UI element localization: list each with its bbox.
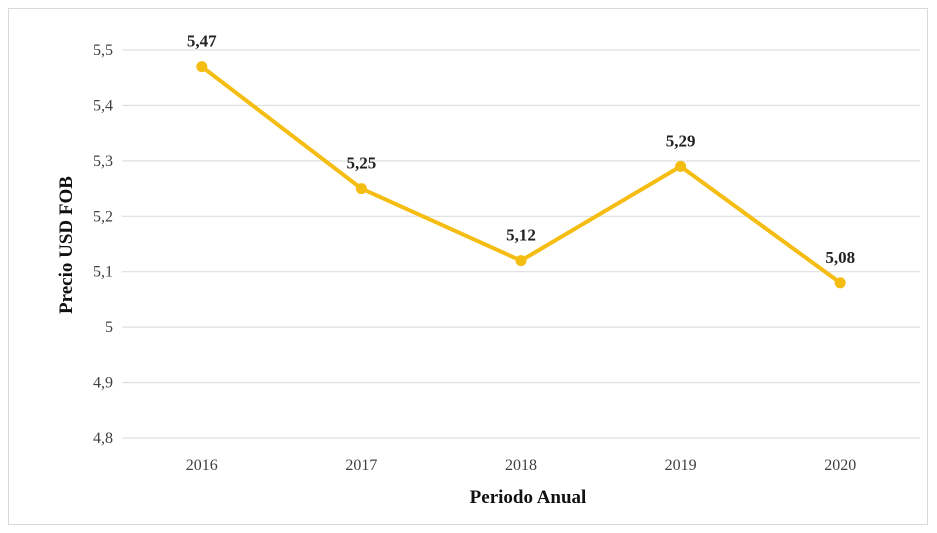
y-tick-label: 5 — [105, 319, 113, 336]
points-group — [196, 61, 846, 289]
x-tick-label: 2017 — [345, 457, 377, 474]
data-label: 5,08 — [825, 248, 855, 267]
y-tick-label: 4,8 — [93, 430, 113, 447]
chart-frame — [8, 8, 928, 525]
y-tick-label: 5,5 — [93, 42, 113, 59]
data-label: 5,47 — [187, 32, 217, 51]
data-labels: 5,47 5,25 5,12 5,29 5,08 — [187, 32, 855, 267]
gridlines — [122, 49, 920, 439]
series-group — [199, 64, 843, 285]
x-axis-title: Periodo Anual — [470, 487, 587, 508]
y-tick-label: 5,2 — [93, 208, 113, 225]
x-tick-label: 2018 — [505, 457, 537, 474]
data-point — [515, 255, 527, 267]
y-tick-label: 5,3 — [93, 153, 113, 170]
series-line — [199, 64, 843, 285]
data-point — [675, 160, 687, 172]
y-tick-label: 5,4 — [93, 97, 113, 114]
data-label: 5,29 — [666, 131, 696, 150]
data-point — [355, 183, 367, 195]
data-label: 5,12 — [506, 226, 536, 245]
x-tick-label: 2020 — [824, 457, 856, 474]
x-tick-labels: 2016 2017 2018 2019 2020 — [186, 457, 856, 474]
data-point — [834, 277, 846, 289]
x-tick-label: 2016 — [186, 457, 218, 474]
x-tick-label: 2019 — [665, 457, 697, 474]
data-label: 5,25 — [347, 154, 377, 173]
y-tick-labels: 4,8 4,9 5 5,1 5,2 5,3 5,4 5,5 — [93, 42, 113, 447]
y-tick-label: 5,1 — [93, 264, 113, 281]
data-point — [196, 61, 208, 73]
y-axis-title: Precio USD FOB — [56, 176, 77, 314]
y-tick-label: 4,9 — [93, 375, 113, 392]
